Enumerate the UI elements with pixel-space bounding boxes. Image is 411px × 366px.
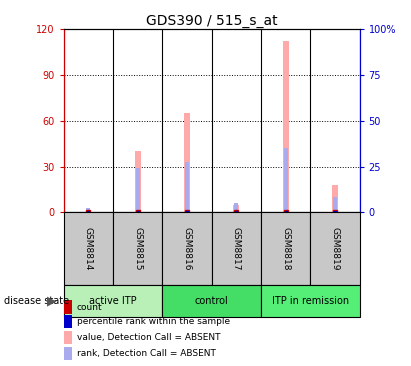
Bar	[261, 285, 360, 317]
Text: ITP in remission: ITP in remission	[272, 296, 349, 306]
Bar	[86, 208, 90, 212]
Bar	[333, 197, 337, 212]
Bar	[212, 212, 261, 285]
Text: active ITP: active ITP	[89, 296, 137, 306]
Text: percentile rank within the sample: percentile rank within the sample	[76, 317, 230, 326]
Bar	[136, 168, 140, 212]
Bar	[284, 148, 288, 212]
Bar	[234, 203, 238, 212]
Bar	[310, 212, 360, 285]
Bar	[64, 285, 162, 317]
Text: GSM8818: GSM8818	[281, 227, 290, 270]
Title: GDS390 / 515_s_at: GDS390 / 515_s_at	[146, 14, 277, 28]
Bar	[64, 300, 72, 314]
Bar	[184, 113, 190, 212]
Bar	[332, 185, 338, 212]
Text: count: count	[76, 303, 102, 311]
Bar	[162, 212, 212, 285]
Bar	[64, 347, 72, 360]
Text: ▶: ▶	[47, 295, 57, 307]
Text: GSM8817: GSM8817	[232, 227, 241, 270]
Text: GSM8816: GSM8816	[182, 227, 192, 270]
Bar	[135, 151, 141, 212]
Text: GSM8814: GSM8814	[84, 227, 93, 270]
Text: GSM8815: GSM8815	[133, 227, 142, 270]
Bar	[162, 285, 261, 317]
Text: GSM8819: GSM8819	[330, 227, 339, 270]
Bar	[261, 212, 310, 285]
Text: control: control	[195, 296, 229, 306]
Bar	[113, 212, 162, 285]
Text: value, Detection Call = ABSENT: value, Detection Call = ABSENT	[76, 333, 220, 342]
Bar	[64, 212, 113, 285]
Text: disease state: disease state	[4, 296, 69, 306]
Bar	[233, 205, 239, 212]
Bar	[185, 162, 189, 212]
Bar	[64, 315, 72, 328]
Bar	[64, 331, 72, 344]
Bar	[283, 41, 289, 212]
Text: rank, Detection Call = ABSENT: rank, Detection Call = ABSENT	[76, 349, 215, 358]
